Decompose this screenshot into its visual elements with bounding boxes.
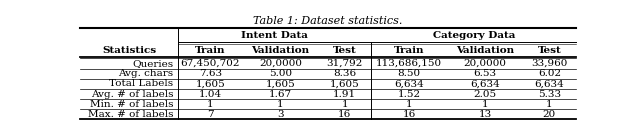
Text: 6,634: 6,634 [534,79,564,88]
Text: 7: 7 [207,110,214,119]
Text: Train: Train [394,46,424,55]
Text: 2.05: 2.05 [474,89,497,98]
Text: 67,450,702: 67,450,702 [180,59,240,68]
Text: Queries: Queries [132,59,173,68]
Text: Min. # of labels: Min. # of labels [90,100,173,109]
Text: 1: 1 [482,100,488,109]
Text: 16: 16 [338,110,351,119]
Text: Total Labels: Total Labels [109,79,173,88]
Text: 1.91: 1.91 [333,89,356,98]
Text: 1.52: 1.52 [397,89,421,98]
Text: Validation: Validation [456,46,514,55]
Text: 13: 13 [478,110,492,119]
Text: Table 1: Dataset statistics.: Table 1: Dataset statistics. [253,16,403,26]
Text: 16: 16 [403,110,416,119]
Text: Test: Test [333,46,356,55]
Text: 1.67: 1.67 [269,89,292,98]
Text: Avg. chars: Avg. chars [118,69,173,78]
Text: 1,605: 1,605 [195,79,225,88]
Text: 20,0000: 20,0000 [463,59,506,68]
Text: 6.53: 6.53 [474,69,497,78]
Text: Max. # of labels: Max. # of labels [88,110,173,119]
Text: 6.02: 6.02 [538,69,561,78]
Text: Intent Data: Intent Data [241,31,308,40]
Text: Train: Train [195,46,225,55]
Text: 1: 1 [207,100,214,109]
Text: 6,634: 6,634 [394,79,424,88]
Text: Statistics: Statistics [102,46,156,55]
Text: 5.00: 5.00 [269,69,292,78]
Text: 8.50: 8.50 [397,69,421,78]
Text: 8.36: 8.36 [333,69,356,78]
Text: 1,605: 1,605 [330,79,360,88]
Text: Test: Test [538,46,561,55]
Text: 1: 1 [546,100,553,109]
Text: 1: 1 [406,100,413,109]
Text: 1.04: 1.04 [199,89,222,98]
Text: 7.63: 7.63 [199,69,222,78]
Text: 6,634: 6,634 [470,79,500,88]
Text: 20,0000: 20,0000 [259,59,302,68]
Text: Category Data: Category Data [433,31,515,40]
Text: 5.33: 5.33 [538,89,561,98]
Text: 3: 3 [277,110,284,119]
Text: 1,605: 1,605 [266,79,295,88]
Text: Validation: Validation [252,46,309,55]
Text: 1: 1 [342,100,348,109]
Text: 33,960: 33,960 [531,59,568,68]
Text: 31,792: 31,792 [326,59,363,68]
Text: 1: 1 [277,100,284,109]
Text: Avg. # of labels: Avg. # of labels [91,89,173,98]
Text: 20: 20 [543,110,556,119]
Text: 113,686,150: 113,686,150 [376,59,442,68]
